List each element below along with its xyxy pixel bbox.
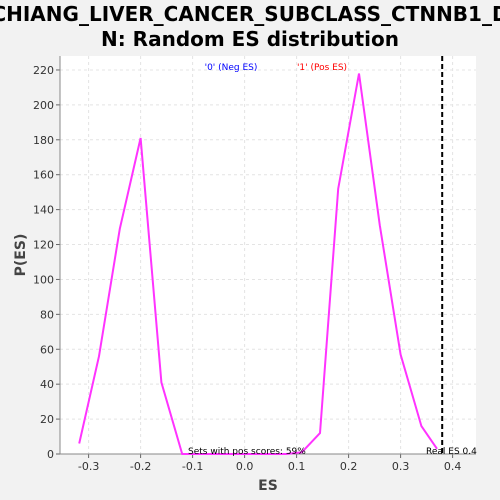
y-tick-label: 180 (33, 134, 54, 147)
series-line (78, 73, 438, 455)
plot-area (60, 56, 476, 454)
real-es-label: Real ES 0.4 (426, 447, 477, 457)
chart-title-line-2: N: Random ES distribution (101, 27, 399, 51)
y-tick-label: 60 (40, 343, 54, 356)
axes: -0.3 -0.2 -0.1 0.0 0.1 0.2 0.3 0.4 0 20 40 60 80 100 1… (33, 56, 476, 473)
x-tick-label: -0.1 (182, 460, 203, 473)
pos-es-label: '1' (Pos ES) (297, 63, 347, 73)
y-tick-label: 100 (33, 273, 54, 286)
neg-es-label: '0' (Neg ES) (205, 63, 258, 73)
y-tick-label: 80 (40, 308, 54, 321)
chart-title-line-1: CHIANG_LIVER_CANCER_SUBCLASS_CTNNB1_D (0, 2, 500, 26)
x-tick-label: 0.1 (288, 460, 306, 473)
y-tick-label: 0 (47, 448, 54, 461)
y-tick-label: 160 (33, 169, 54, 182)
series-layer (78, 56, 444, 455)
y-tick-label: 220 (33, 64, 54, 77)
x-tick-label: 0.4 (444, 460, 462, 473)
x-tick-label: 0.0 (236, 460, 254, 473)
x-tick-label: -0.3 (78, 460, 99, 473)
x-tick-label: 0.3 (392, 460, 410, 473)
grid (60, 56, 476, 455)
y-tick-label: 140 (33, 204, 54, 217)
y-tick-label: 200 (33, 99, 54, 112)
y-tick-label: 120 (33, 239, 54, 252)
y-tick-label: 20 (40, 413, 54, 426)
x-tick-label: 0.2 (340, 460, 358, 473)
x-tick-label: -0.2 (130, 460, 151, 473)
y-tick-label: 40 (40, 378, 54, 391)
annotations: '0' (Neg ES) '1' (Pos ES) Sets with pos … (188, 63, 477, 457)
sets-pos-scores-label: Sets with pos scores: 59% (188, 447, 306, 457)
x-axis-title: ES (258, 478, 278, 494)
y-axis-title: P(ES) (13, 234, 29, 277)
